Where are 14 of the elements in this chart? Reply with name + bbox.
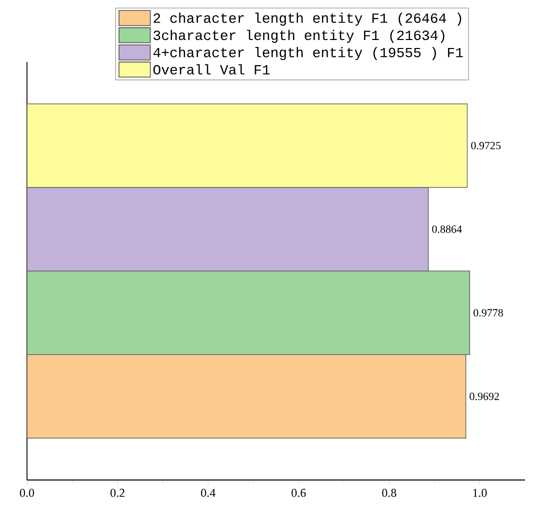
x-tick-label: 0.0 (20, 488, 34, 497)
x-tick-label: 1.0 (473, 488, 487, 497)
legend-label: 3character length entity F1 (21634) (154, 30, 444, 43)
data-label: 0.8864 (432, 225, 462, 233)
legend-label: Overall Val F1 (153, 64, 270, 75)
data-label: 0.9692 (470, 392, 499, 400)
legend-label: 4+character length entity (19555 ) F1 (153, 47, 463, 60)
x-tick-label: 0.8 (382, 488, 396, 497)
x-tick-label: 0.2 (110, 488, 124, 497)
data-label: 0.9778 (474, 309, 503, 317)
legend-label: 2 character length entity F1 (26464 ) (154, 12, 462, 26)
x-tick-label: 0.4 (201, 488, 216, 497)
x-tick-label: 0.6 (292, 488, 306, 497)
data-label: 0.9725 (471, 142, 501, 150)
